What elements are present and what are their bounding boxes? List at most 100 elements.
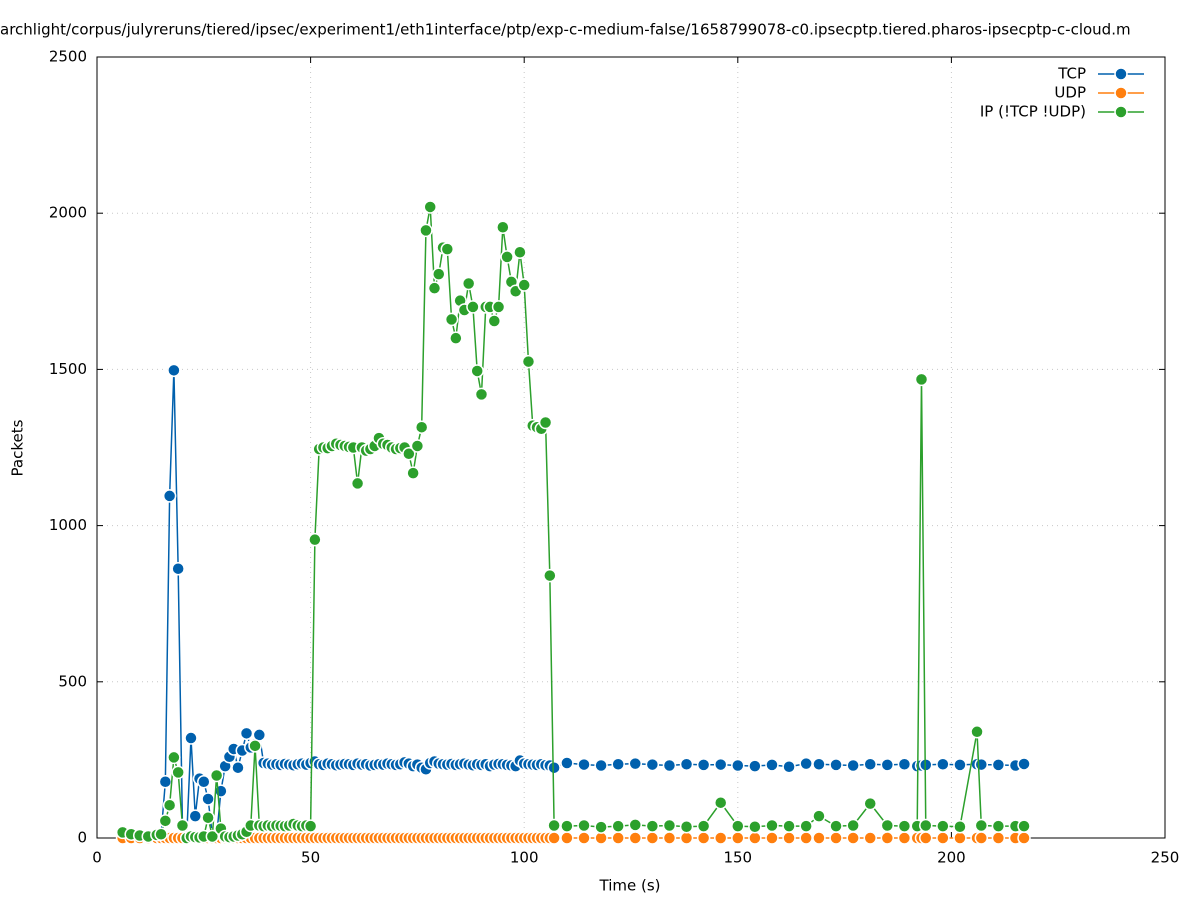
x-tick-label: 100	[510, 849, 539, 867]
data-point	[897, 757, 912, 772]
data-point	[560, 756, 574, 770]
data-point	[936, 831, 950, 845]
data-point	[863, 796, 877, 811]
data-point	[812, 809, 826, 823]
data-point	[594, 820, 608, 834]
data-point	[158, 814, 173, 828]
data-point	[577, 818, 591, 833]
data-point	[679, 820, 694, 834]
data-point	[919, 831, 933, 845]
data-point	[440, 242, 455, 256]
y-tick-label: 2000	[49, 204, 87, 222]
data-point	[696, 758, 711, 772]
legend-marker	[1114, 67, 1128, 81]
data-point	[628, 831, 643, 845]
data-point	[594, 758, 608, 773]
data-point	[897, 831, 912, 845]
x-tick-label: 150	[723, 849, 752, 867]
data-point	[158, 775, 173, 789]
data-point	[350, 476, 365, 491]
data-point	[175, 818, 190, 833]
data-point	[846, 831, 860, 845]
data-point	[765, 831, 779, 845]
data-point	[470, 364, 484, 378]
data-point	[162, 489, 177, 503]
data-point	[829, 831, 843, 845]
data-point	[543, 568, 557, 583]
data-point	[432, 267, 446, 281]
legend-marker	[1114, 86, 1128, 100]
data-point	[474, 387, 489, 402]
data-point	[560, 831, 574, 845]
data-point	[662, 818, 677, 833]
data-point	[829, 758, 843, 772]
data-point	[1017, 819, 1031, 833]
data-point	[547, 818, 561, 833]
data-point	[577, 831, 591, 845]
data-point	[1017, 757, 1031, 771]
data-point	[782, 760, 796, 774]
data-point	[167, 750, 181, 765]
data-point	[487, 314, 502, 328]
data-point	[863, 757, 877, 772]
data-point	[628, 756, 643, 771]
data-point	[611, 757, 625, 772]
data-point	[491, 300, 506, 314]
data-point	[171, 561, 185, 576]
data-point	[765, 818, 779, 833]
x-axis-label: Time (s)	[599, 877, 661, 895]
data-point	[662, 758, 677, 773]
x-tick-label: 250	[1151, 849, 1180, 867]
data-point	[696, 819, 711, 833]
data-point	[880, 831, 895, 845]
chart-title: archlight/corpus/julyreruns/tiered/ipsec…	[0, 21, 1131, 39]
data-point	[953, 820, 967, 834]
data-point	[863, 831, 877, 845]
data-point	[645, 757, 660, 772]
data-point	[799, 756, 813, 771]
data-point	[970, 725, 984, 739]
data-point	[239, 726, 254, 741]
data-point	[731, 831, 745, 845]
data-point	[679, 831, 694, 845]
data-point	[167, 363, 181, 378]
data-point	[611, 831, 625, 845]
data-point	[231, 760, 245, 775]
data-point	[953, 758, 967, 772]
data-point	[461, 276, 476, 291]
data-point	[423, 200, 437, 214]
data-point	[171, 765, 185, 780]
data-point	[919, 818, 933, 833]
data-point	[154, 827, 168, 842]
data-point	[799, 819, 813, 833]
plot-frame	[96, 56, 1166, 839]
data-point	[974, 818, 989, 833]
data-point	[466, 300, 480, 314]
data-point	[628, 818, 643, 832]
data-point	[402, 446, 416, 461]
x-tick-label: 0	[92, 849, 102, 867]
data-point	[679, 757, 694, 772]
data-point	[184, 731, 198, 745]
data-point	[513, 245, 527, 259]
data-point	[713, 795, 728, 810]
data-point	[765, 758, 779, 772]
data-point	[547, 831, 561, 845]
data-point	[205, 829, 220, 844]
legend-marker	[1114, 105, 1128, 119]
data-point	[209, 768, 224, 783]
data-point	[696, 831, 711, 845]
data-point	[214, 784, 228, 798]
x-tick-label: 200	[937, 849, 966, 867]
data-point	[662, 831, 677, 845]
data-point	[991, 819, 1006, 833]
legend-label: IP (!TCP !UDP)	[980, 103, 1086, 121]
data-point	[782, 831, 796, 845]
data-point	[427, 281, 442, 295]
data-point	[496, 220, 510, 235]
data-point	[799, 831, 813, 845]
data-point	[991, 758, 1006, 772]
data-point	[308, 532, 322, 547]
y-tick-label: 2500	[49, 48, 87, 66]
